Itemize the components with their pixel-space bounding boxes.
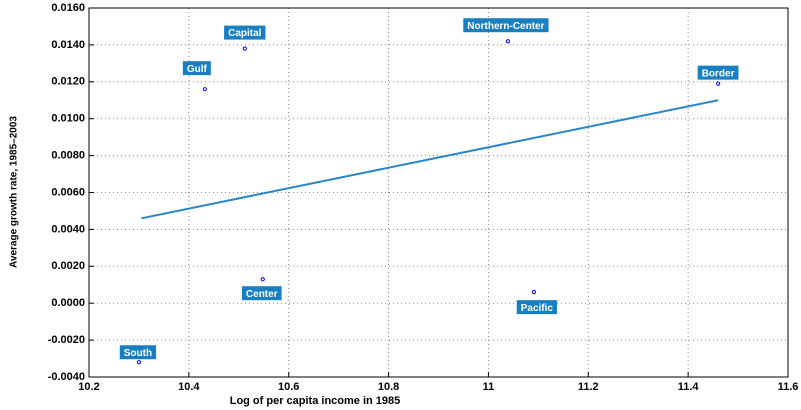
label-box <box>119 345 157 360</box>
x-axis-label: Log of per capita income in 1985 <box>230 395 401 407</box>
y-tick-label: -0.0040 <box>48 371 85 383</box>
x-tick-label: 11 <box>483 381 495 393</box>
y-axis-label: Average growth rate, 1985–2003 <box>9 116 20 268</box>
x-tick-label: 10.2 <box>78 381 99 393</box>
x-tick-label: 10.6 <box>278 381 299 393</box>
point <box>505 39 511 44</box>
label-box <box>224 25 266 40</box>
point <box>136 360 142 365</box>
y-tick-label: -0.0020 <box>48 334 85 346</box>
y-tick-label: 0.0000 <box>51 297 85 309</box>
point-label: Border <box>702 68 735 79</box>
label-box <box>241 286 282 301</box>
fit-line <box>141 99 719 220</box>
y-tick-label: 0.0020 <box>51 260 85 272</box>
x-tick-label: 11.2 <box>578 381 599 393</box>
point <box>260 277 265 282</box>
x-tick-label: 10.4 <box>178 381 200 393</box>
point-label: Center <box>246 289 278 300</box>
point <box>202 87 207 92</box>
label-box <box>182 61 211 76</box>
y-tick-label: 0.0040 <box>51 223 85 235</box>
label-box <box>463 18 549 33</box>
y-tick-label: 0.0120 <box>51 76 85 88</box>
y-tick-label: 0.0100 <box>51 113 85 125</box>
x-tick-label: 11.4 <box>678 381 700 393</box>
y-tick-label: 0.0060 <box>51 186 85 198</box>
point-label: Capital <box>228 28 262 39</box>
y-tick-label: 0.0160 <box>51 2 85 14</box>
point-label: Northern-Center <box>467 21 544 32</box>
label-box <box>516 300 557 315</box>
plot-frame <box>88 7 789 378</box>
point <box>242 46 247 51</box>
y-tick-label: 0.0140 <box>51 39 85 51</box>
label-box <box>697 65 739 80</box>
point <box>531 290 536 295</box>
point-label: Gulf <box>187 64 208 75</box>
x-tick-label: 10.8 <box>378 381 399 393</box>
y-tick-label: 0.0080 <box>51 150 85 162</box>
point <box>716 81 721 86</box>
point-label: South <box>124 348 152 359</box>
point-label: Pacific <box>521 303 554 314</box>
x-tick-label: 11.6 <box>778 381 799 393</box>
